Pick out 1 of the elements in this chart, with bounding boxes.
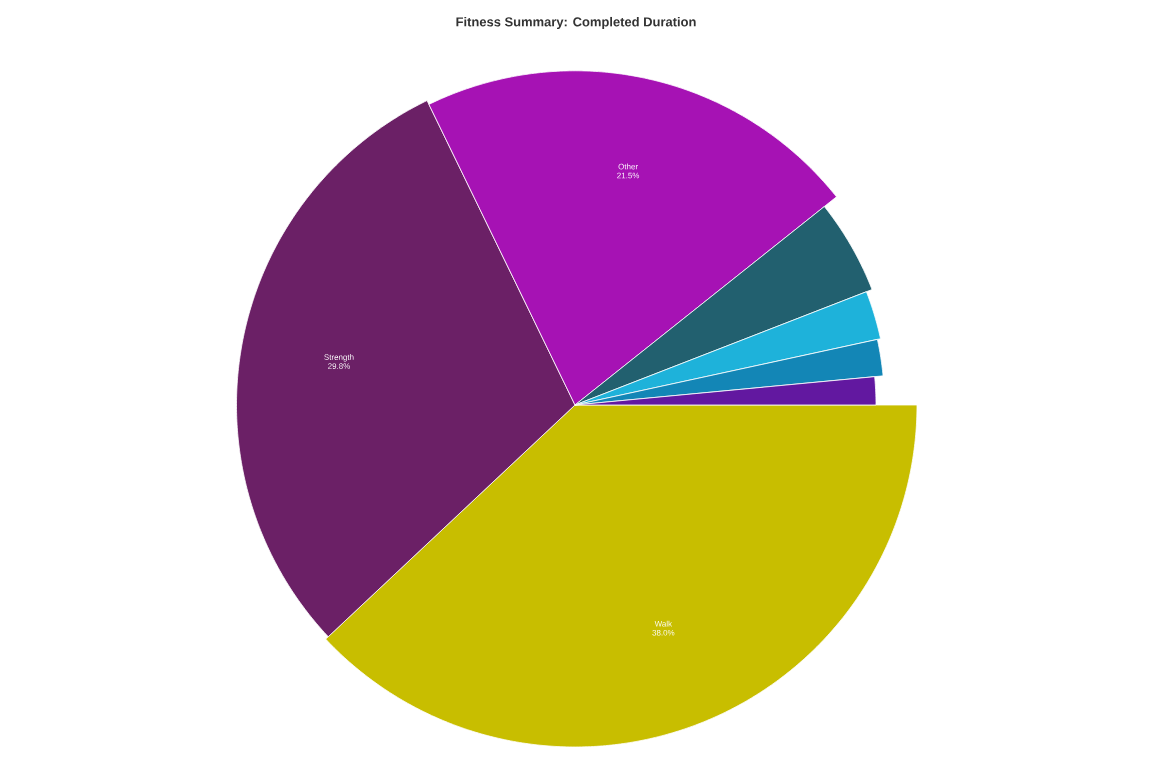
chart-title: Fitness Summary: Completed Duration <box>456 16 696 30</box>
